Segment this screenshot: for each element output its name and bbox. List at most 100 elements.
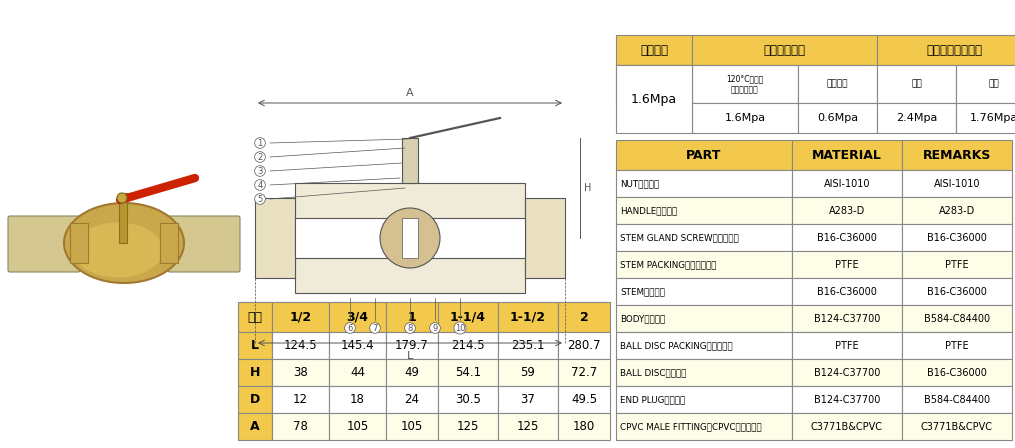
Bar xyxy=(902,386,1012,413)
Bar xyxy=(386,302,438,332)
Text: B16-C36000: B16-C36000 xyxy=(817,233,877,242)
Text: A: A xyxy=(406,88,414,98)
Bar xyxy=(5,128,240,388)
Bar xyxy=(329,359,386,386)
Text: B584-C84400: B584-C84400 xyxy=(924,395,990,405)
Bar xyxy=(386,359,438,386)
Bar xyxy=(558,302,610,332)
Bar xyxy=(238,332,272,359)
Text: 179.7: 179.7 xyxy=(395,339,429,352)
Text: MATERIAL: MATERIAL xyxy=(812,148,882,161)
Text: L: L xyxy=(407,351,413,361)
Bar xyxy=(902,413,1012,440)
Bar xyxy=(402,138,418,183)
Bar xyxy=(792,359,902,386)
Bar xyxy=(616,386,792,413)
Bar xyxy=(902,359,1012,386)
Text: H: H xyxy=(584,183,592,193)
Text: 1.76Mpa: 1.76Mpa xyxy=(970,113,1015,123)
Text: 49: 49 xyxy=(405,366,419,379)
Text: 120°C以下之
水・油・瓦斯: 120°C以下之 水・油・瓦斯 xyxy=(727,74,763,94)
Bar xyxy=(558,413,610,440)
Bar xyxy=(386,332,438,359)
Text: 105: 105 xyxy=(401,420,423,433)
Text: AISI-1010: AISI-1010 xyxy=(824,178,870,189)
Text: 125: 125 xyxy=(517,420,539,433)
Bar xyxy=(792,197,902,224)
Bar xyxy=(272,359,329,386)
Bar xyxy=(692,35,877,65)
Text: 145.4: 145.4 xyxy=(341,339,375,352)
FancyBboxPatch shape xyxy=(168,216,240,272)
Text: 59: 59 xyxy=(521,366,536,379)
Ellipse shape xyxy=(64,203,184,283)
Text: 韌鐵: 韌鐵 xyxy=(911,79,922,89)
Bar xyxy=(272,413,329,440)
Text: 最高使用壓力: 最高使用壓力 xyxy=(763,43,806,56)
Text: 6: 6 xyxy=(347,323,352,332)
Bar xyxy=(498,332,558,359)
Bar xyxy=(616,224,792,251)
Text: B124-C37700: B124-C37700 xyxy=(814,367,880,378)
Text: L: L xyxy=(251,339,259,352)
Bar xyxy=(792,224,902,251)
Bar xyxy=(956,103,1015,133)
Text: 3: 3 xyxy=(258,167,263,176)
Bar xyxy=(792,332,902,359)
Bar xyxy=(438,302,498,332)
Text: PTFE: PTFE xyxy=(945,259,968,270)
Text: C3771B&CPVC: C3771B&CPVC xyxy=(921,422,993,431)
Bar xyxy=(616,35,692,65)
Bar xyxy=(902,251,1012,278)
Text: C3771B&CPVC: C3771B&CPVC xyxy=(811,422,883,431)
Bar xyxy=(792,140,902,170)
Bar xyxy=(792,251,902,278)
Bar xyxy=(792,413,902,440)
Text: 2: 2 xyxy=(258,152,263,161)
Bar xyxy=(238,386,272,413)
Bar xyxy=(558,359,610,386)
Text: 2.4Mpa: 2.4Mpa xyxy=(896,113,937,123)
Bar xyxy=(272,332,329,359)
Bar xyxy=(295,218,525,258)
Bar xyxy=(329,386,386,413)
Text: 9: 9 xyxy=(432,323,437,332)
Text: 0.6Mpa: 0.6Mpa xyxy=(817,113,858,123)
Text: 閥座: 閥座 xyxy=(989,79,1000,89)
Bar xyxy=(616,413,792,440)
Text: B16-C36000: B16-C36000 xyxy=(927,287,987,297)
Bar xyxy=(160,223,178,263)
Bar xyxy=(438,332,498,359)
Bar xyxy=(902,170,1012,197)
Text: 1: 1 xyxy=(258,138,263,147)
Bar xyxy=(798,65,877,103)
Bar xyxy=(902,197,1012,224)
Bar xyxy=(616,65,692,103)
Text: 235.1: 235.1 xyxy=(512,339,545,352)
Bar xyxy=(438,359,498,386)
Text: A283-D: A283-D xyxy=(939,206,975,215)
Bar xyxy=(329,413,386,440)
Text: STEM GLAND SCREW（壓止塞）: STEM GLAND SCREW（壓止塞） xyxy=(620,233,739,242)
Text: 124.5: 124.5 xyxy=(283,339,318,352)
Text: B16-C36000: B16-C36000 xyxy=(927,367,987,378)
Bar xyxy=(238,359,272,386)
Bar xyxy=(616,278,792,305)
Text: 280.7: 280.7 xyxy=(567,339,601,352)
Bar xyxy=(877,65,956,103)
Bar xyxy=(272,302,329,332)
Text: 44: 44 xyxy=(350,366,365,379)
Bar xyxy=(329,302,386,332)
Text: A283-D: A283-D xyxy=(829,206,865,215)
Text: BODY（本體）: BODY（本體） xyxy=(620,314,666,323)
Bar xyxy=(402,218,418,258)
Bar xyxy=(616,251,792,278)
Text: B16-C36000: B16-C36000 xyxy=(927,233,987,242)
Text: AISI-1010: AISI-1010 xyxy=(934,178,980,189)
Text: 10: 10 xyxy=(455,323,465,332)
Bar xyxy=(70,223,88,263)
Bar xyxy=(616,197,792,224)
FancyBboxPatch shape xyxy=(8,216,80,272)
Text: 5: 5 xyxy=(258,194,263,203)
Text: H: H xyxy=(250,366,260,379)
